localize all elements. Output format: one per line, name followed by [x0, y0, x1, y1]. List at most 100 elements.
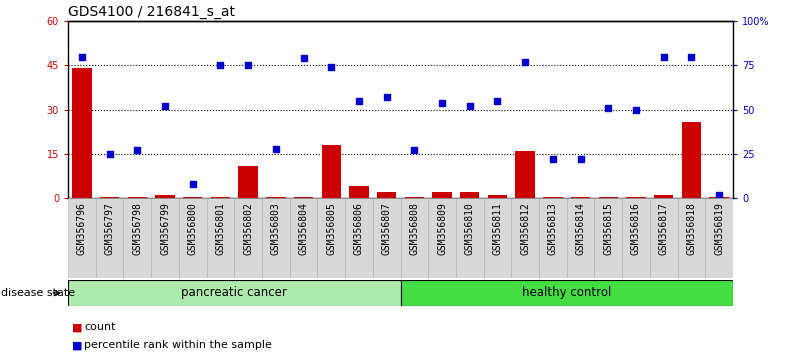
Bar: [710, 197, 729, 198]
Bar: [654, 195, 674, 198]
Text: disease state: disease state: [1, 288, 75, 298]
Bar: [516, 151, 535, 198]
Text: GSM356796: GSM356796: [77, 202, 87, 255]
Point: [491, 98, 504, 104]
Bar: [183, 197, 203, 198]
Text: GSM356804: GSM356804: [299, 202, 308, 255]
Text: ■: ■: [72, 340, 83, 350]
Point: [630, 107, 642, 113]
Point: [685, 54, 698, 59]
Point: [325, 64, 338, 70]
Bar: [155, 195, 175, 198]
Text: ■: ■: [72, 322, 83, 332]
Text: GSM356819: GSM356819: [714, 202, 724, 255]
Bar: [349, 187, 368, 198]
Bar: [626, 197, 646, 198]
Bar: [456, 198, 484, 278]
Bar: [460, 192, 480, 198]
Text: GSM356807: GSM356807: [381, 202, 392, 255]
Bar: [262, 198, 290, 278]
Text: GSM356801: GSM356801: [215, 202, 225, 255]
Text: GSM356813: GSM356813: [548, 202, 557, 255]
Bar: [294, 197, 313, 198]
Point: [574, 156, 587, 162]
Text: GSM356817: GSM356817: [658, 202, 669, 255]
Point: [297, 56, 310, 61]
Text: GSM356811: GSM356811: [493, 202, 502, 255]
Bar: [511, 198, 539, 278]
Point: [380, 95, 393, 100]
Point: [214, 63, 227, 68]
Text: percentile rank within the sample: percentile rank within the sample: [84, 340, 272, 350]
Point: [352, 98, 365, 104]
Bar: [705, 198, 733, 278]
Text: GSM356803: GSM356803: [271, 202, 281, 255]
Bar: [682, 121, 701, 198]
Bar: [345, 198, 372, 278]
Point: [713, 192, 726, 198]
Text: GSM356800: GSM356800: [187, 202, 198, 255]
Bar: [207, 198, 235, 278]
Bar: [239, 166, 258, 198]
Bar: [72, 68, 91, 198]
Bar: [377, 192, 396, 198]
Bar: [571, 197, 590, 198]
Text: GSM356799: GSM356799: [160, 202, 170, 255]
Bar: [372, 198, 400, 278]
Text: pancreatic cancer: pancreatic cancer: [181, 286, 288, 299]
Bar: [543, 197, 562, 198]
Text: GDS4100 / 216841_s_at: GDS4100 / 216841_s_at: [68, 5, 235, 19]
Point: [131, 148, 143, 153]
Bar: [429, 198, 456, 278]
Text: GSM356802: GSM356802: [244, 202, 253, 255]
Text: GSM356815: GSM356815: [603, 202, 614, 255]
Bar: [100, 197, 119, 198]
Bar: [317, 198, 345, 278]
Text: GSM356809: GSM356809: [437, 202, 447, 255]
Bar: [123, 198, 151, 278]
Bar: [567, 198, 594, 278]
Point: [269, 146, 282, 152]
Bar: [484, 198, 511, 278]
Bar: [96, 198, 123, 278]
Text: GSM356812: GSM356812: [520, 202, 530, 255]
Text: GSM356805: GSM356805: [326, 202, 336, 255]
Point: [103, 151, 116, 157]
Point: [463, 103, 476, 109]
Point: [519, 59, 532, 65]
Point: [159, 103, 171, 109]
Point: [436, 100, 449, 105]
Point: [658, 54, 670, 59]
Bar: [678, 198, 705, 278]
Bar: [598, 197, 618, 198]
Bar: [400, 280, 733, 306]
Point: [75, 54, 88, 59]
Point: [546, 156, 559, 162]
Bar: [235, 198, 262, 278]
Text: GSM356818: GSM356818: [686, 202, 696, 255]
Text: GSM356797: GSM356797: [105, 202, 115, 255]
Text: count: count: [84, 322, 115, 332]
Bar: [433, 192, 452, 198]
Point: [242, 63, 255, 68]
Bar: [400, 198, 429, 278]
Text: healthy control: healthy control: [522, 286, 611, 299]
Bar: [321, 145, 341, 198]
Bar: [405, 197, 424, 198]
Bar: [622, 198, 650, 278]
Point: [408, 148, 421, 153]
Bar: [594, 198, 622, 278]
Point: [602, 105, 614, 111]
Bar: [650, 198, 678, 278]
Bar: [68, 280, 400, 306]
Text: GSM356798: GSM356798: [132, 202, 143, 255]
Bar: [68, 198, 96, 278]
Text: GSM356816: GSM356816: [631, 202, 641, 255]
Text: GSM356814: GSM356814: [576, 202, 586, 255]
Bar: [151, 198, 179, 278]
Text: GSM356808: GSM356808: [409, 202, 420, 255]
Bar: [211, 197, 230, 198]
Bar: [179, 198, 207, 278]
Text: GSM356806: GSM356806: [354, 202, 364, 255]
Bar: [488, 195, 507, 198]
